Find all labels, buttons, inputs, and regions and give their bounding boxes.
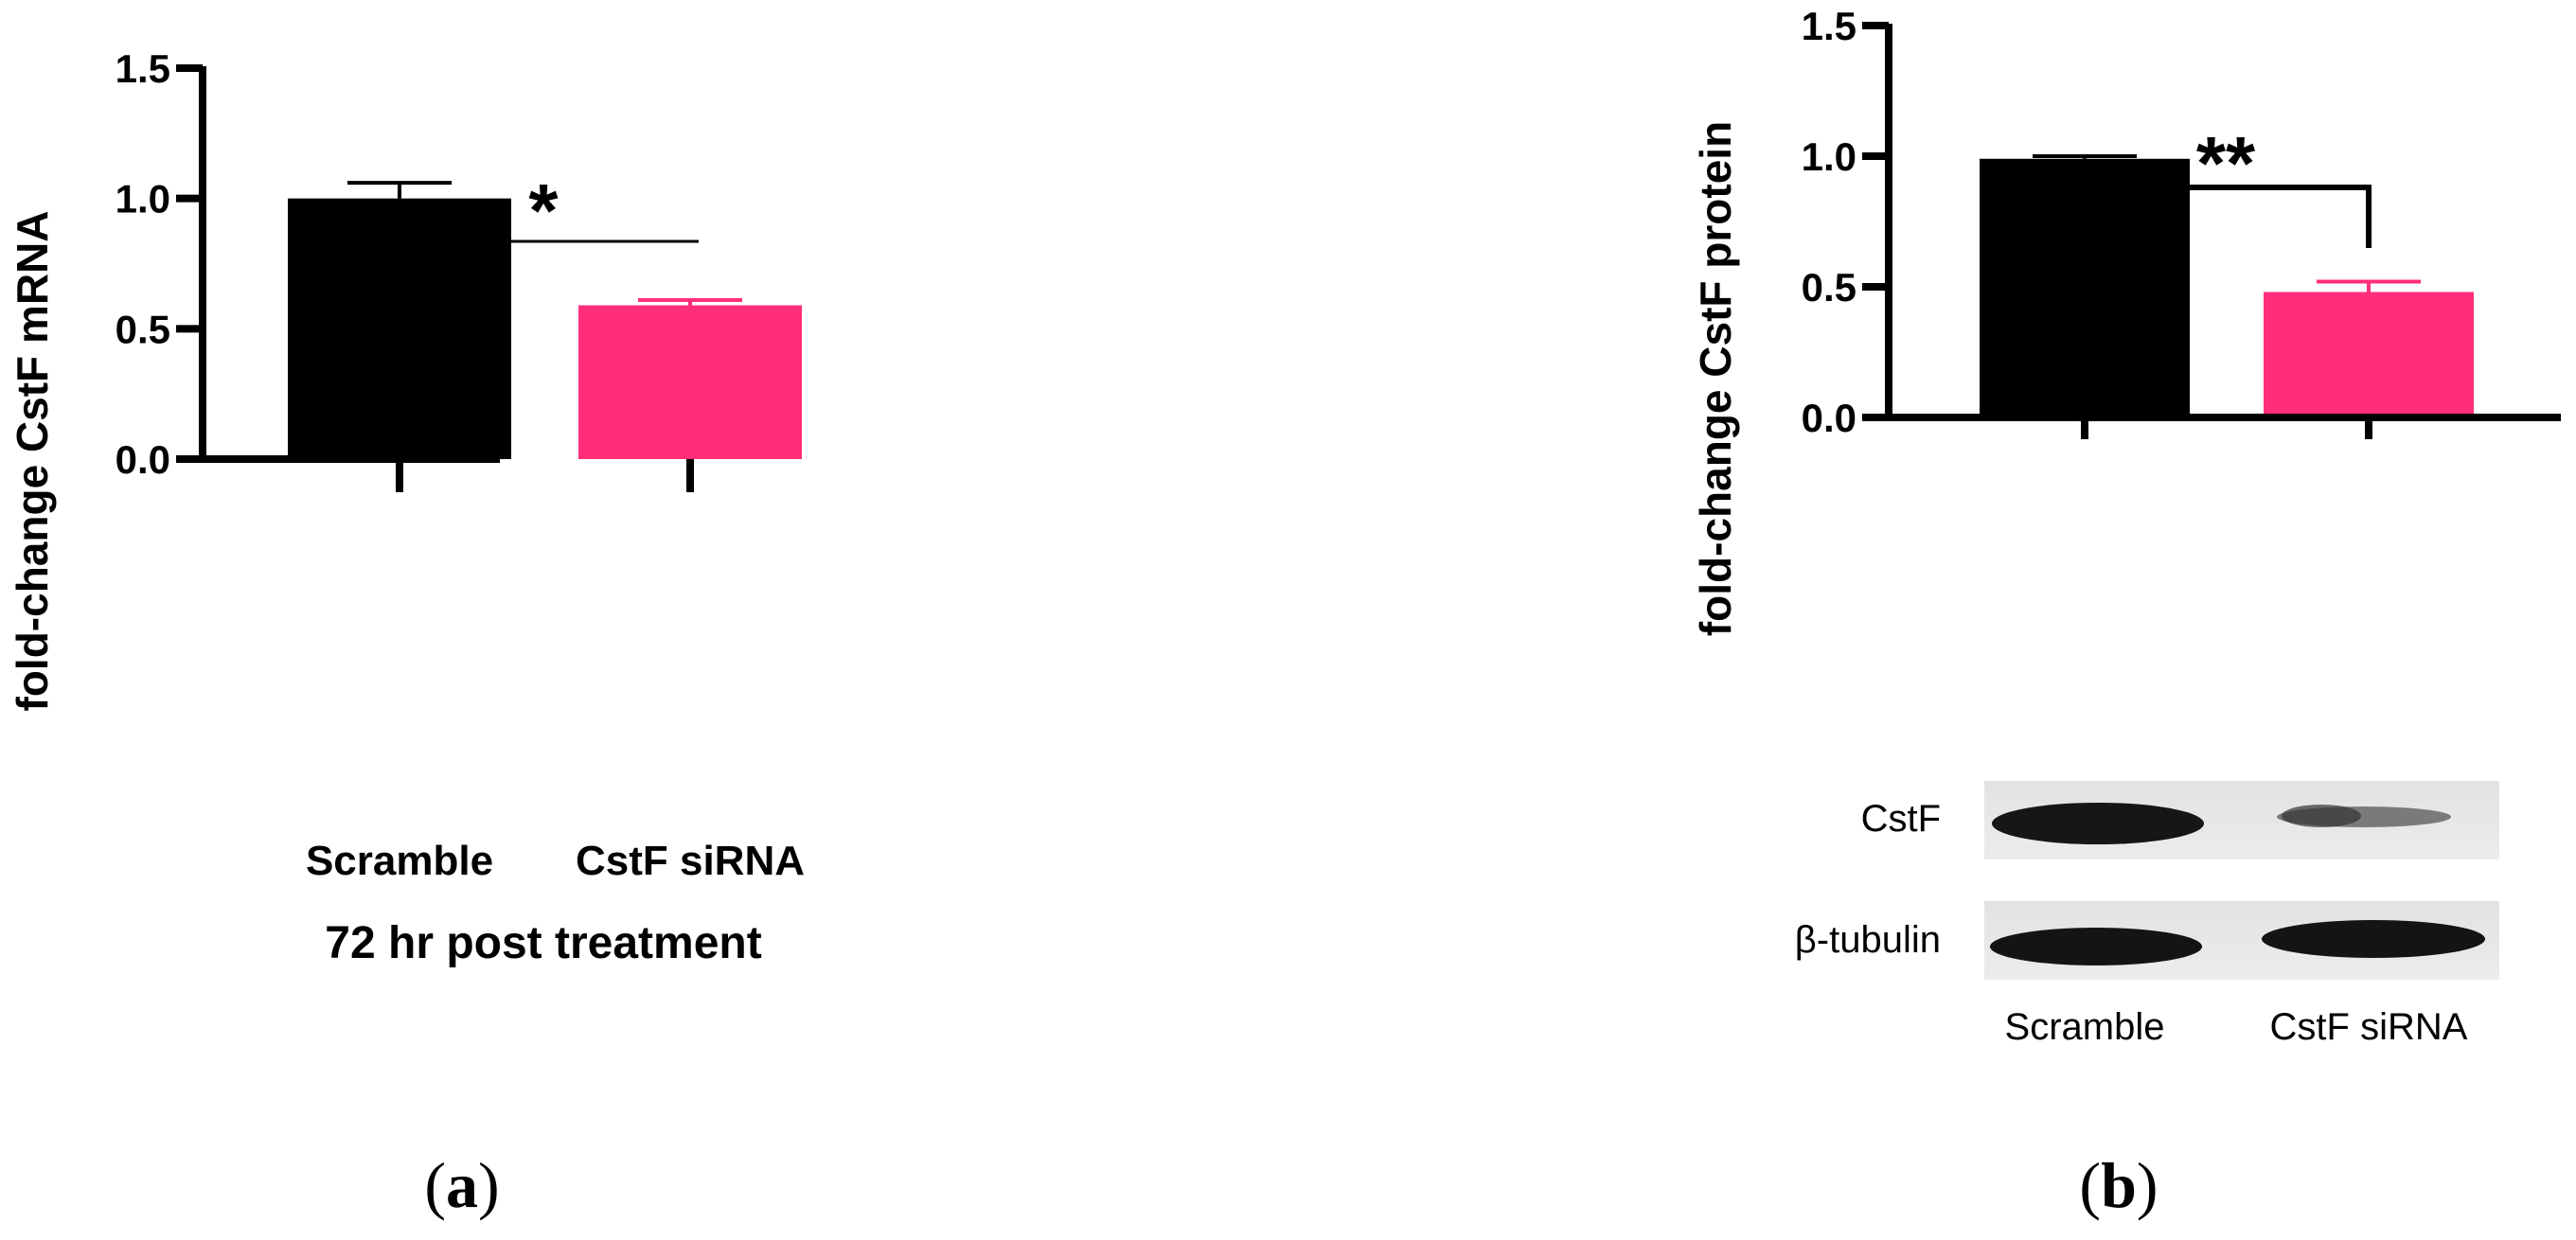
blot-band-cstf-sirna-core <box>2282 805 2361 827</box>
chart-a-y-tick-label-2: 1.0 <box>115 177 170 221</box>
panel-label-a-open: ( <box>424 1149 446 1221</box>
blot-row-label-beta-tubulin: β-tubulin <box>1795 919 1941 961</box>
chart-b-y-tick-label-3: 1.5 <box>1802 4 1856 48</box>
chart-a-bar-scramble <box>288 198 511 459</box>
blot-lane-label-cstf-sirna: CstF siRNA <box>2270 1006 2468 1048</box>
panel-label-b: (b) <box>2079 1149 2158 1221</box>
chart-b-y-axis-label: fold-change CstF protein <box>1691 121 1740 636</box>
panel-label-b-letter: b <box>2101 1149 2137 1221</box>
chart-a-y-tick-label-3: 1.5 <box>115 46 170 91</box>
chart-a: 0.0 0.5 1.0 1.5 fold-change CstF mRNA Scram… <box>8 46 805 968</box>
chart-b-bar-cstf-sirna <box>2264 292 2474 417</box>
blot-lane-label-scramble: Scramble <box>2005 1006 2165 1048</box>
panel-label-a-letter: a <box>446 1149 478 1221</box>
chart-a-y-axis-label: fold-change CstF mRNA <box>8 211 57 712</box>
chart-a-bar-cstf-sirna <box>578 305 802 459</box>
chart-a-y-tick-label-0: 0.0 <box>115 437 170 482</box>
chart-b-y-tick-label-2: 1.0 <box>1802 134 1856 179</box>
panel-label-b-open: ( <box>2079 1149 2101 1221</box>
chart-b-significance-bracket <box>2082 185 2372 248</box>
chart-b-significance-marker: ** <box>2196 121 2256 205</box>
blot-band-tubulin-scramble <box>1990 928 2202 965</box>
chart-b-y-tick-label-1: 0.5 <box>1802 265 1856 310</box>
blot-band-tubulin-sirna <box>2262 920 2485 958</box>
panel-label-a: (a) <box>424 1149 499 1221</box>
chart-a-significance-marker: * <box>528 168 559 253</box>
chart-b-y-tick-label-0: 0.0 <box>1802 396 1856 440</box>
blot-band-cstf-scramble <box>1992 803 2204 844</box>
blot-row-label-cstf: CstF <box>1861 798 1941 840</box>
chart-b: 0.0 0.5 1.0 1.5 fold-change CstF protein **… <box>1691 4 2561 1048</box>
panel-label-b-close: ) <box>2137 1149 2159 1221</box>
chart-a-x-category-cstf-sirna: CstF siRNA <box>576 838 805 884</box>
chart-a-x-category-scramble: Scramble <box>306 838 493 884</box>
chart-a-x-axis-label: 72 hr post treatment <box>325 918 761 968</box>
chart-a-y-tick-label-1: 0.5 <box>115 307 170 351</box>
western-blot: CstF β-tubulin Scramble CstF siRNA <box>1795 781 2499 1048</box>
panel-label-a-close: ) <box>478 1149 500 1221</box>
